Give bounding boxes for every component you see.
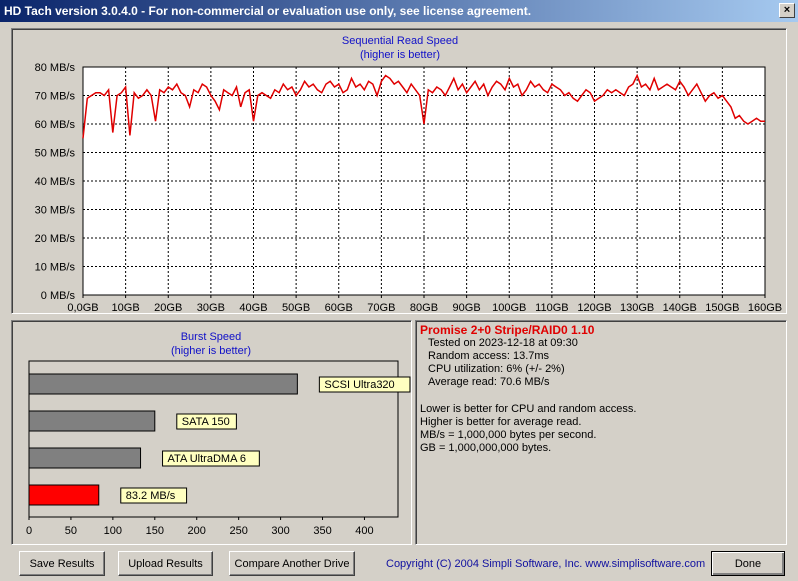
burst-bar-label: ATA UltraDMA 6 bbox=[168, 453, 246, 465]
results-panel: Promise 2+0 Stripe/RAID0 1.10 Tested on … bbox=[415, 320, 787, 545]
note-gb: GB = 1,000,000,000 bytes. bbox=[420, 442, 552, 454]
burst-tick-label: 250 bbox=[229, 525, 247, 537]
x-tick-label: 70GB bbox=[367, 302, 395, 313]
close-icon[interactable]: × bbox=[779, 3, 795, 18]
burst-speed-panel: Burst Speed (higher is better) 0 50 100 150… bbox=[11, 320, 412, 545]
x-tick-label: 100GB bbox=[492, 302, 526, 313]
burst-tick-label: 0 bbox=[26, 525, 32, 537]
burst-tick-label: 350 bbox=[313, 525, 331, 537]
note-read: Higher is better for average read. bbox=[420, 416, 582, 428]
x-tick-label: 0,0GB bbox=[67, 302, 98, 313]
burst-tick-label: 100 bbox=[104, 525, 122, 537]
read-chart-subtitle: (higher is better) bbox=[359, 49, 441, 61]
burst-bar-label-box bbox=[120, 487, 188, 504]
burst-bar-label: SCSI Ultra320 bbox=[324, 379, 394, 391]
burst-bar bbox=[28, 410, 156, 432]
x-tick-label: 50GB bbox=[282, 302, 310, 313]
burst-bar-label: 83.2 MB/s bbox=[126, 490, 176, 502]
x-tick-label: 30GB bbox=[197, 302, 225, 313]
burst-tick-label: 300 bbox=[271, 525, 289, 537]
note-cpu: Lower is better for CPU and random acces… bbox=[420, 403, 637, 415]
x-tick-label: 90GB bbox=[453, 302, 481, 313]
burst-chart-subtitle: (higher is better) bbox=[170, 345, 252, 357]
compare-drive-button[interactable]: Compare Another Drive bbox=[229, 551, 355, 576]
x-tick-label: 130GB bbox=[620, 302, 654, 313]
y-tick-label: 80 MB/s bbox=[35, 62, 76, 74]
burst-tick-label: 200 bbox=[188, 525, 206, 537]
y-tick-label: 40 MB/s bbox=[35, 176, 76, 188]
cpu-utilization: CPU utilization: 6% (+/- 2%) bbox=[428, 363, 565, 375]
copyright-text: Copyright (C) 2004 Simpli Software, Inc.… bbox=[386, 558, 706, 570]
window-title-bar[interactable]: HD Tach version 3.0.4.0 - For non-commer… bbox=[0, 0, 798, 22]
y-tick-label: 70 MB/s bbox=[35, 91, 76, 103]
tested-on: Tested on 2023-12-18 at 09:30 bbox=[428, 337, 578, 349]
done-button[interactable]: Done bbox=[711, 551, 785, 576]
burst-bar bbox=[28, 373, 298, 395]
burst-speed-chart: 0 50 100 150 200 250 300 350 400 SCSI Ultra320 SAT… bbox=[26, 360, 411, 537]
results-text: Promise 2+0 Stripe/RAID0 1.10 Tested on … bbox=[420, 324, 636, 455]
save-results-button[interactable]: Save Results bbox=[19, 551, 105, 576]
burst-bar-label-box bbox=[318, 376, 411, 393]
burst-bar-label: SATA 150 bbox=[182, 416, 230, 428]
burst-bar bbox=[28, 484, 100, 506]
x-tick-label: 20GB bbox=[154, 302, 182, 313]
y-tick-label: 60 MB/s bbox=[35, 119, 76, 131]
burst-bar-label-box bbox=[162, 450, 260, 467]
upload-results-button[interactable]: Upload Results bbox=[118, 551, 213, 576]
burst-chart-title: Burst Speed bbox=[180, 331, 242, 343]
read-speed-panel: Sequential Read Speed (higher is better)… bbox=[11, 28, 787, 314]
note-mbs: MB/s = 1,000,000 bytes per second. bbox=[420, 429, 597, 441]
read-speed-chart: 0,0GB 10GB 20GB 30GB 40GB 50GB 60GB 70GB 80GB 90G… bbox=[35, 62, 782, 313]
read-speed-series-line bbox=[82, 73, 765, 139]
burst-tick-label: 400 bbox=[355, 525, 373, 537]
y-tick-label: 10 MB/s bbox=[35, 262, 76, 274]
x-tick-label: 120GB bbox=[577, 302, 611, 313]
y-tick-label: 30 MB/s bbox=[35, 205, 76, 217]
y-tick-label: 0 MB/s bbox=[41, 290, 76, 302]
x-tick-label: 160GB bbox=[748, 302, 782, 313]
burst-tick-label: 50 bbox=[65, 525, 77, 537]
x-tick-label: 150GB bbox=[705, 302, 739, 313]
average-read: Average read: 70.6 MB/s bbox=[428, 376, 550, 388]
read-chart-title: Sequential Read Speed bbox=[341, 35, 459, 47]
x-tick-label: 140GB bbox=[663, 302, 697, 313]
x-tick-label: 110GB bbox=[535, 302, 568, 313]
drive-name: Promise 2+0 Stripe/RAID0 1.10 bbox=[420, 323, 595, 337]
burst-bar-label-box bbox=[176, 413, 237, 430]
random-access: Random access: 13.7ms bbox=[428, 350, 550, 362]
y-tick-label: 20 MB/s bbox=[35, 233, 76, 245]
burst-tick-label: 150 bbox=[146, 525, 164, 537]
window-title: HD Tach version 3.0.4.0 - For non-commer… bbox=[4, 4, 532, 18]
x-tick-label: 60GB bbox=[325, 302, 353, 313]
y-tick-label: 50 MB/s bbox=[35, 148, 76, 160]
x-tick-label: 10GB bbox=[112, 302, 140, 313]
x-tick-label: 80GB bbox=[410, 302, 438, 313]
x-tick-label: 40GB bbox=[239, 302, 267, 313]
burst-bar bbox=[28, 447, 142, 469]
